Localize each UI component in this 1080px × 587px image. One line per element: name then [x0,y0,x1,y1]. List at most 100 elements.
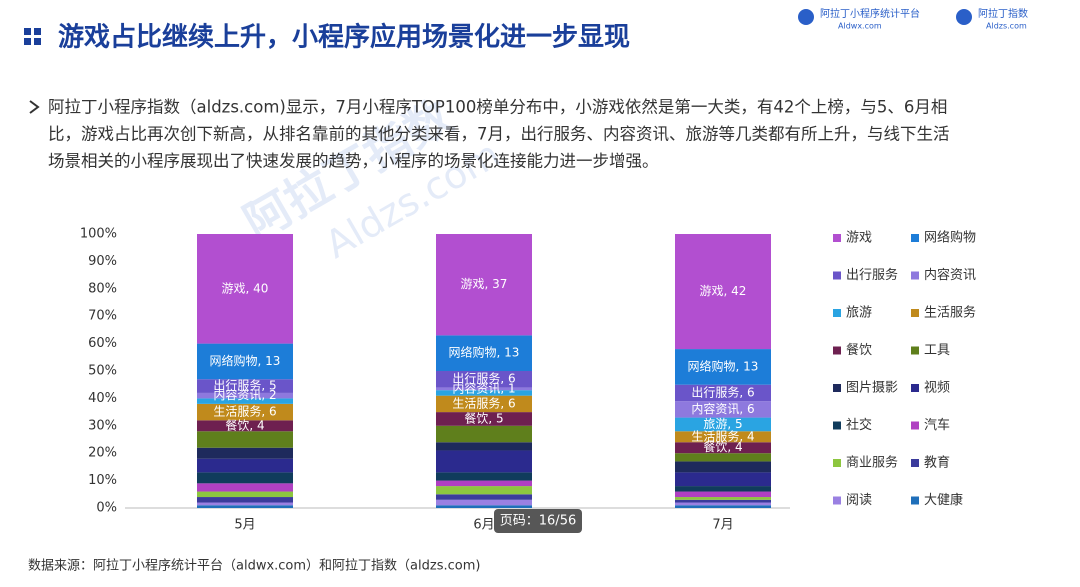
legend-label: 商业服务 [846,455,898,471]
data-label: 内容资讯, 2 [213,387,276,402]
bar-segment [197,458,293,473]
logo-icon [798,9,814,25]
legend-swatch [833,346,841,355]
legend-swatch [833,271,841,280]
bar-segment [436,395,532,413]
data-label: 餐饮, 4 [703,439,742,454]
data-label: 出行服务, 5 [213,378,276,393]
bar-segment [436,505,532,508]
legend-label: 阅读 [846,493,872,508]
bar-segment [197,497,293,503]
y-tick-label: 60% [88,336,117,351]
bar-segment [675,502,771,506]
bar-segment [197,403,293,421]
source-note: 数据来源：阿拉丁小程序统计平台（aldwx.com）和阿拉丁指数（aldzs.c… [28,559,480,574]
legend-label: 社交 [846,417,872,433]
bar-segment [197,392,293,399]
y-tick-label: 100% [80,227,117,242]
legend-label: 出行服务 [846,267,898,283]
legend-label: 教育 [924,455,950,471]
legend-swatch [833,384,841,392]
bar-segment [436,442,532,451]
legend-label: 旅游 [846,306,872,321]
y-tick-label: 70% [88,309,117,324]
data-label: 内容资讯, 1 [452,380,515,395]
logo-icon [956,9,972,25]
legend-swatch [911,271,919,280]
bar-segment [197,379,293,393]
bullet-line: 阿拉丁小程序指数（aldzs.com)显示，7月小程序TOP100榜单分布中，小… [48,98,947,117]
data-label: 出行服务, 6 [452,371,515,386]
legend-label: 网络购物 [924,230,976,246]
logo-name: 阿拉丁小程序统计平台 [820,7,920,20]
bar-segment [675,349,771,385]
page-number: 页码：16/56 [500,514,576,529]
bar-segment [197,234,293,344]
legend-swatch [911,234,919,242]
legend-swatch [911,459,919,467]
bar-segment [436,480,532,487]
legend-label: 大健康 [924,492,963,508]
icon-square [24,28,31,35]
bar-segment [675,453,771,462]
legend-swatch [911,496,919,505]
data-label: 游戏, 42 [700,284,747,298]
data-label: 网络购物, 13 [449,345,520,360]
chart: 0%10%20%30%40%50%60%70%80%90%100%餐饮, 4生活… [80,227,976,533]
icon-square [24,38,31,45]
legend-swatch [833,234,841,242]
x-tick-label: 7月 [712,518,733,533]
bar-segment [197,343,293,380]
bar-segment [436,499,532,506]
icon-square [34,38,41,45]
legend-label: 汽车 [924,417,950,433]
y-tick-label: 50% [88,364,117,379]
legend-label: 视频 [924,381,950,396]
legend-label: 生活服务 [924,305,976,321]
bar-segment [197,398,293,404]
data-label: 游戏, 37 [461,277,508,291]
bar-segment [197,491,293,498]
bar-segment [197,447,293,459]
bar-segment [436,472,532,481]
legend-swatch [911,421,919,430]
bar-segment [436,412,532,426]
bullet-line: 比，游戏占比再次创下新高，从排名靠前的其他分类来看，7月，出行服务、内容资讯、旅… [48,125,950,144]
data-label: 内容资讯, 6 [691,401,754,416]
y-tick-label: 80% [88,281,117,296]
y-tick-label: 90% [88,254,117,269]
data-label: 网络购物, 13 [688,358,759,373]
bar-segment [675,505,771,508]
bar-segment [436,335,532,371]
data-label: 出行服务, 6 [691,384,754,399]
legend-swatch [911,346,919,355]
data-label: 生活服务, 6 [452,395,515,410]
data-label: 生活服务, 6 [213,404,276,419]
bar-segment [675,472,771,487]
bar-segment [675,461,771,473]
data-label: 生活服务, 4 [691,428,754,443]
x-tick-label: 6月 [473,518,494,533]
bar-segment [675,497,771,500]
bar-segment [436,390,532,396]
bar-segment [675,431,771,443]
y-tick-label: 10% [88,473,117,488]
bar-segment [675,499,771,503]
legend-label: 图片摄影 [846,381,898,396]
bullet-arrow [29,100,40,114]
bar-segment [675,442,771,454]
icon-square [34,28,41,35]
bar-segment [675,417,771,432]
bar-segment [436,450,532,473]
bar-segment [197,483,293,492]
legend-swatch [833,459,841,467]
legend-label: 内容资讯 [924,267,976,283]
legend-swatch [833,496,841,505]
legend-label: 工具 [924,343,950,358]
bar-segment [675,486,771,492]
y-tick-label: 40% [88,391,117,406]
bar-segment [675,401,771,418]
logo-name: 阿拉丁指数 [978,7,1028,20]
